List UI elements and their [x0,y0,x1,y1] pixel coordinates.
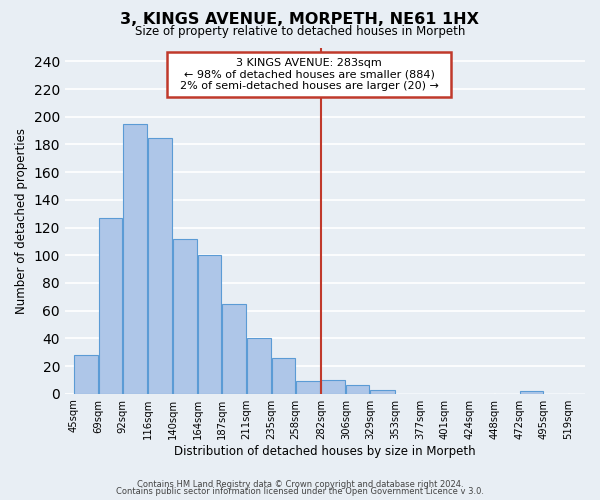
Text: Contains public sector information licensed under the Open Government Licence v : Contains public sector information licen… [116,487,484,496]
Bar [247,338,271,394]
Bar [370,390,395,394]
Bar [198,255,221,394]
Bar [296,381,320,394]
Bar [346,386,370,394]
Bar [173,238,197,394]
Bar [520,391,543,394]
Text: Size of property relative to detached houses in Morpeth: Size of property relative to detached ho… [135,25,465,38]
X-axis label: Distribution of detached houses by size in Morpeth: Distribution of detached houses by size … [174,444,476,458]
Bar [272,358,295,394]
Text: 3 KINGS AVENUE: 283sqm  
← 98% of detached houses are smaller (884)
  2% of semi: 3 KINGS AVENUE: 283sqm ← 98% of detached… [173,58,446,91]
Bar [222,304,246,394]
Bar [99,218,122,394]
Text: 3, KINGS AVENUE, MORPETH, NE61 1HX: 3, KINGS AVENUE, MORPETH, NE61 1HX [121,12,479,28]
Text: Contains HM Land Registry data © Crown copyright and database right 2024.: Contains HM Land Registry data © Crown c… [137,480,463,489]
Bar [123,124,147,394]
Y-axis label: Number of detached properties: Number of detached properties [15,128,28,314]
Bar [148,138,172,394]
Bar [321,380,346,394]
Bar [74,355,98,394]
